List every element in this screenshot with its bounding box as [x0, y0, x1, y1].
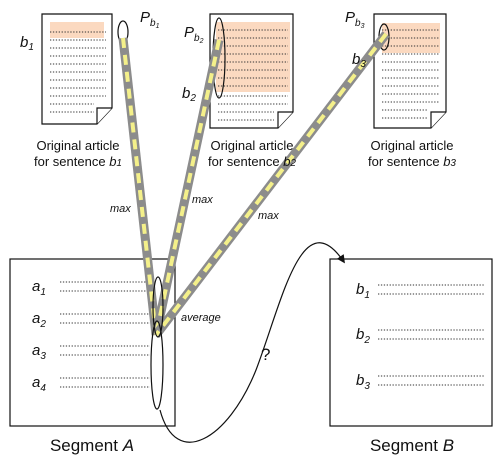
article-2-b-label: b2	[182, 85, 196, 104]
comparison-arrow	[159, 242, 345, 443]
article-3-p-label: Pb3	[345, 9, 365, 30]
article-2-highlight	[216, 22, 290, 92]
segment-a-row-3-label: a3	[32, 342, 46, 362]
article-2-caption-line2: for sentence b2	[208, 154, 296, 169]
segment-b-row-3-label: b3	[356, 372, 370, 392]
segment-b-row-1-label: b1	[356, 281, 370, 301]
segment-a-row-4-label: a4	[32, 374, 46, 394]
segment-a-text-lines	[60, 281, 150, 388]
article-2-caption-line1: Original article	[210, 138, 293, 153]
article-3-b-label: b3	[352, 51, 366, 70]
segment-a-row-1-label: a1	[32, 278, 46, 298]
article-document-1	[41, 13, 129, 125]
max-label-3: max	[258, 210, 279, 222]
segment-a-caption: Segment A	[50, 436, 134, 455]
article-2-p-label: Pb2	[184, 24, 204, 45]
max-label-2: max	[192, 194, 213, 206]
article-1-caption-line2: for sentence b1	[34, 154, 122, 169]
segment-b-row-2-label: b2	[356, 326, 370, 346]
article-1-highlight	[50, 22, 104, 38]
segment-a-row-2-label: a2	[32, 310, 46, 330]
article-1-p-label: Pb1	[140, 9, 160, 30]
article-document-3	[373, 13, 447, 129]
article-document-2	[209, 13, 294, 129]
question-mark: ?	[261, 345, 270, 364]
segment-a-aggregate-ellipse	[150, 320, 164, 410]
segment-a-focus-ellipse	[152, 276, 164, 338]
article-3-caption-line2: for sentence b3	[368, 154, 456, 169]
segment-b-caption: Segment B	[370, 436, 454, 455]
article-2-text-lines	[218, 29, 288, 121]
article-1-caption-line1: Original article	[36, 138, 119, 153]
article-1-b-label: b1	[20, 34, 34, 53]
segment-b-text-lines	[378, 284, 484, 386]
similarity-bands	[118, 31, 390, 338]
article-1-text-lines	[50, 31, 106, 113]
band-to-article-3	[152, 31, 390, 338]
article-3-text-lines	[382, 29, 440, 119]
average-label: average	[181, 312, 221, 324]
segment-b-box	[329, 258, 493, 427]
article-3-caption-line1: Original article	[370, 138, 453, 153]
band-to-article-1	[118, 37, 161, 336]
max-label-1: max	[110, 203, 131, 215]
band-to-article-2	[151, 39, 224, 336]
